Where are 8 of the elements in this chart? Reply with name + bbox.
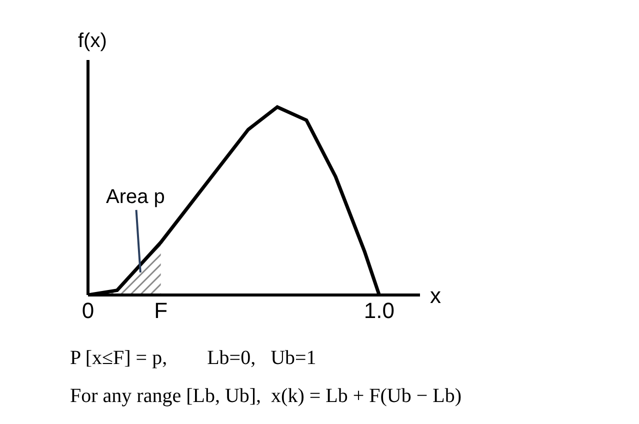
text: P [x≤F] = p, Lb=0, Ub=1 bbox=[70, 347, 316, 369]
y-axis-title: f(x) bbox=[78, 30, 107, 52]
x-tick-label: 1.0 bbox=[364, 298, 395, 323]
x-tick-label: 0 bbox=[82, 298, 94, 323]
x-tick-label: F bbox=[154, 298, 168, 323]
x-axis-title: x bbox=[430, 283, 441, 308]
text: For any range [Lb, Ub], x(k) = Lb + F(Ub − Lb) bbox=[70, 385, 462, 407]
annotation: Area p bbox=[106, 186, 165, 208]
